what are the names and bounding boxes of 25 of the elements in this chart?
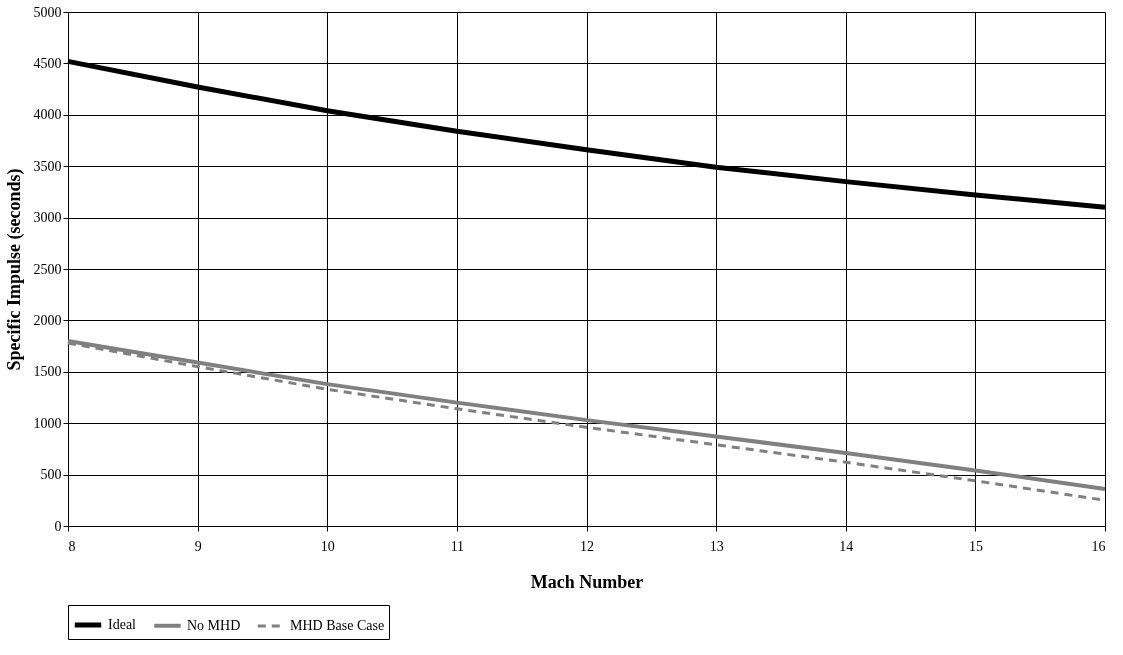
y-tick-label: 500 <box>40 467 62 483</box>
x-tick-label: 10 <box>320 538 335 554</box>
x-tick-label: 9 <box>194 538 202 554</box>
x-tick-label: 8 <box>68 538 76 554</box>
x-tick-label: 14 <box>839 538 854 554</box>
x-tick-label: 15 <box>968 538 983 554</box>
x-tick-label: 11 <box>450 538 465 554</box>
x-tick-label: 13 <box>709 538 724 554</box>
y-tick-label: 0 <box>54 518 62 534</box>
y-tick-label: 1500 <box>33 364 62 380</box>
y-tick-label: 3500 <box>33 158 62 174</box>
y-tick-label: 5000 <box>33 4 62 20</box>
legend-label: No MHD <box>187 617 241 633</box>
y-axis-title: Specific Impulse (seconds) <box>3 168 25 371</box>
legend-label: MHD Base Case <box>290 618 385 633</box>
y-tick-label: 3000 <box>33 210 62 226</box>
x-axis-title: Mach Number <box>530 571 644 592</box>
y-tick-label: 2500 <box>33 261 62 277</box>
y-tick-label: 1000 <box>33 415 62 431</box>
y-tick-label: 4500 <box>33 55 62 71</box>
x-tick-label: 16 <box>1091 538 1106 554</box>
x-tick-label: 12 <box>580 538 594 554</box>
y-tick-label: 4000 <box>33 107 62 123</box>
legend-label: Ideal <box>108 617 137 632</box>
y-tick-label: 2000 <box>33 312 62 328</box>
